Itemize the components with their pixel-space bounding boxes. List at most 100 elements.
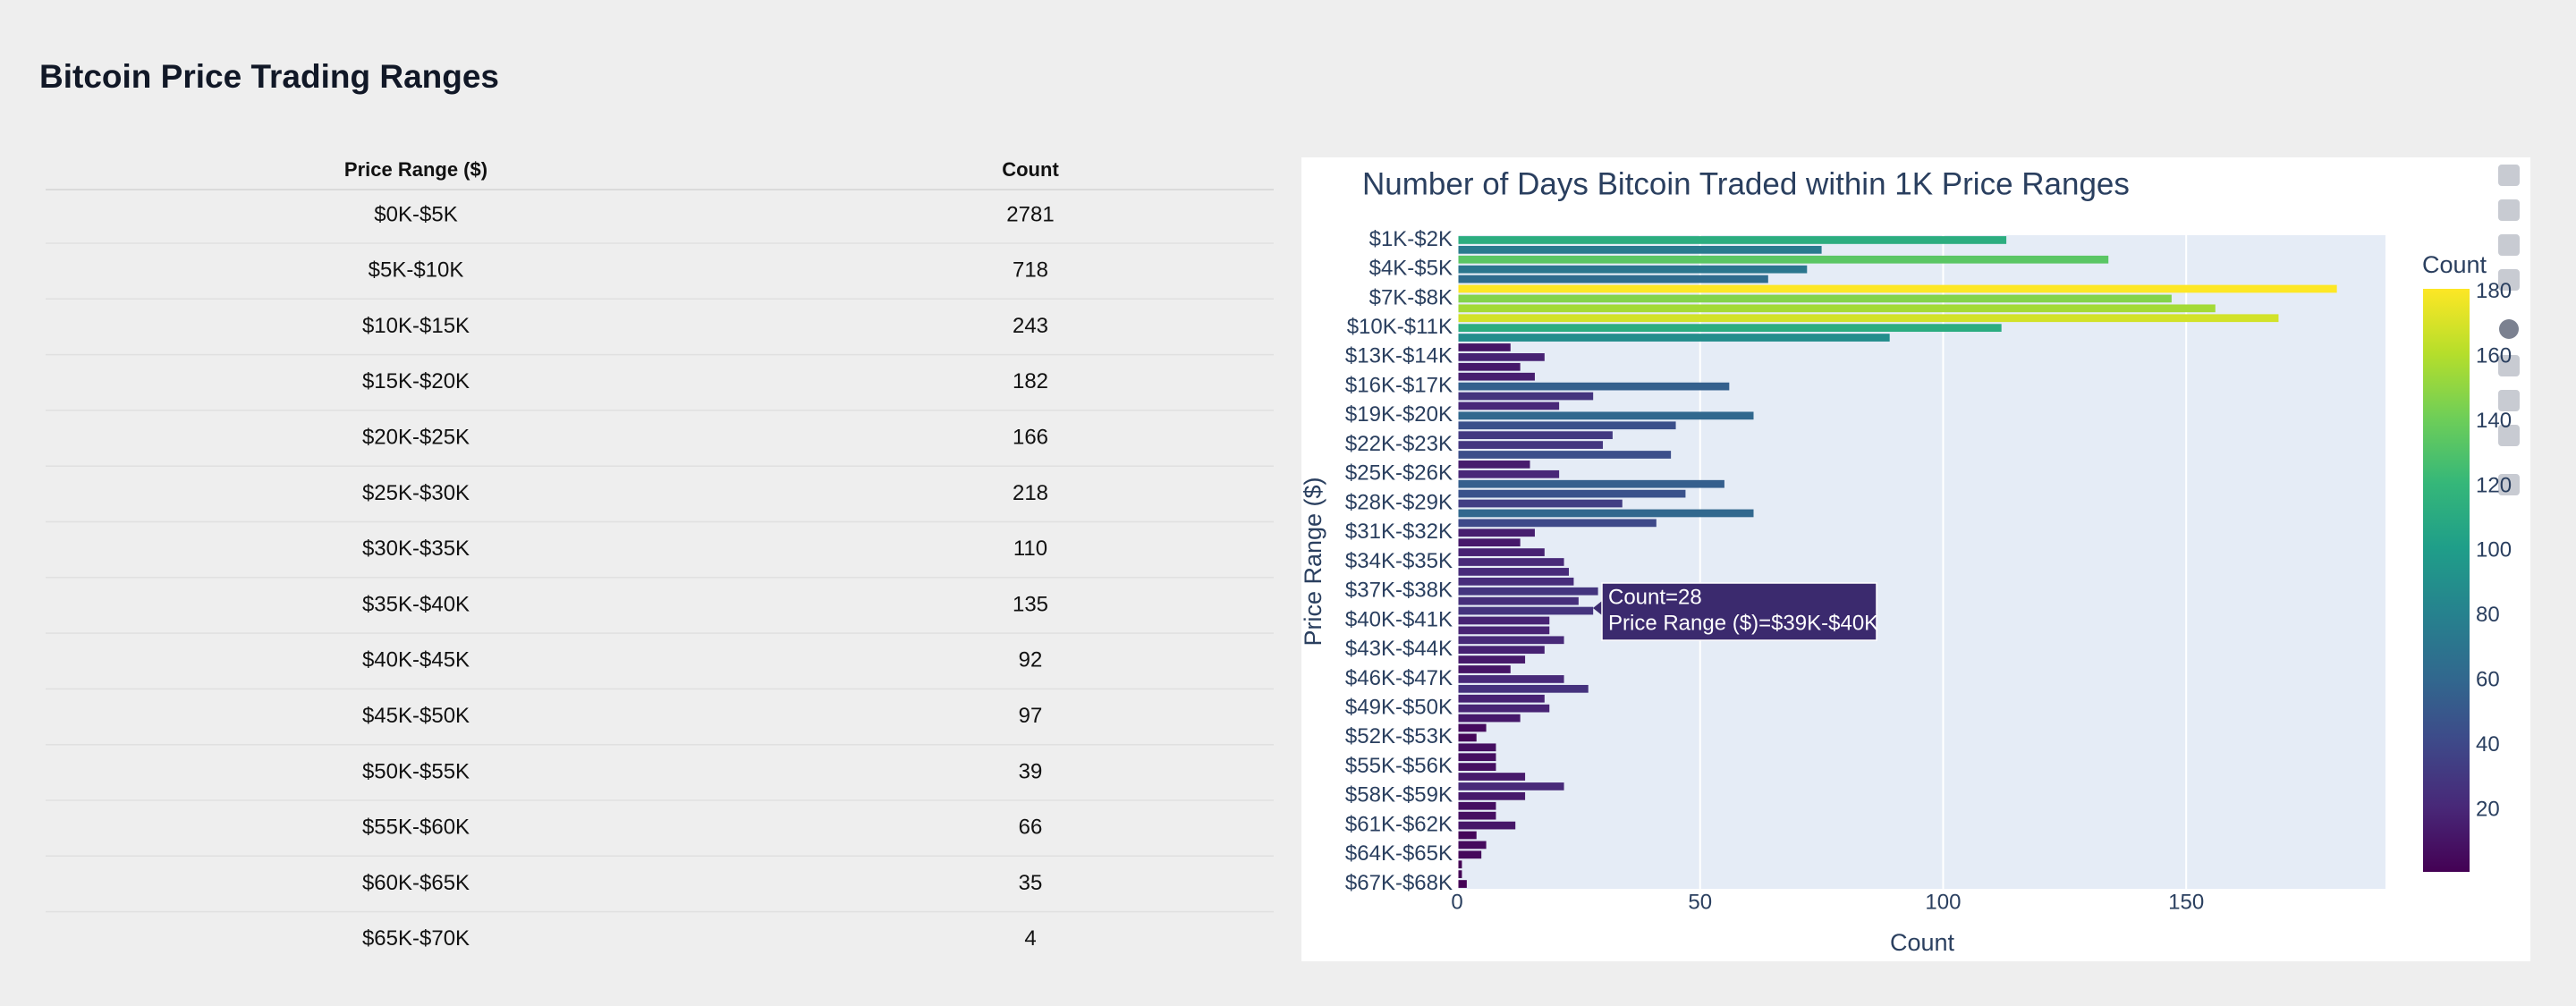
tooltip-text: Price Range ($)=$39K-$40K xyxy=(1608,611,1878,635)
y-tick-label: $10K-$11K xyxy=(1347,315,1453,339)
table-cell: $40K-$45K xyxy=(362,648,470,672)
reset[interactable] xyxy=(2498,269,2520,291)
colorbar-tick-label: 180 xyxy=(2476,279,2512,303)
bar xyxy=(1457,743,1496,752)
x-tick-label: 50 xyxy=(1688,890,1712,914)
bar xyxy=(1457,694,1545,703)
bar xyxy=(1457,382,1730,391)
zoom-in[interactable] xyxy=(2498,165,2520,186)
y-tick-label: $37K-$38K xyxy=(1345,579,1453,603)
table-cell: $50K-$55K xyxy=(362,759,470,783)
table-cell: $25K-$30K xyxy=(362,481,470,505)
bar xyxy=(1457,294,2172,303)
download[interactable] xyxy=(2498,474,2520,495)
bar xyxy=(1457,791,1526,800)
table-cell: $0K-$5K xyxy=(374,202,457,226)
y-tick-label: $58K-$59K xyxy=(1345,783,1453,807)
table-cell: 718 xyxy=(1013,258,1048,283)
lasso-select[interactable] xyxy=(2498,425,2520,446)
bar xyxy=(1457,353,1545,361)
table-cell: 135 xyxy=(1013,592,1048,616)
y-tick-label: $61K-$62K xyxy=(1345,812,1453,836)
bar xyxy=(1457,860,1462,869)
table-cell: 110 xyxy=(1013,537,1047,561)
bar xyxy=(1457,646,1545,655)
table-cell: $45K-$50K xyxy=(362,704,470,728)
y-axis-title: Price Range ($) xyxy=(1300,477,1326,646)
bar xyxy=(1457,519,1657,528)
y-tick-label: $16K-$17K xyxy=(1345,373,1453,397)
bar xyxy=(1457,753,1496,762)
bar xyxy=(1457,275,1768,283)
table-cell: 218 xyxy=(1013,481,1048,505)
table-header: Price Range ($) xyxy=(344,158,487,181)
y-tick-label: $7K-$8K xyxy=(1369,285,1453,309)
table-cell: 2781 xyxy=(1006,202,1054,226)
colorbar-tick-label: 80 xyxy=(2476,603,2500,627)
bar xyxy=(1457,577,1574,586)
bar xyxy=(1457,801,1496,810)
bar xyxy=(1457,509,1754,518)
bar xyxy=(1457,733,1477,742)
bar xyxy=(1457,246,1822,254)
bar xyxy=(1457,402,1560,410)
bar xyxy=(1457,763,1496,771)
table-cell: $30K-$35K xyxy=(362,537,470,561)
bar xyxy=(1457,431,1613,440)
zoom[interactable] xyxy=(2499,319,2519,339)
table-cell: 66 xyxy=(1019,816,1043,840)
autoscale[interactable] xyxy=(2498,234,2520,256)
tooltip-text: Count=28 xyxy=(1608,585,1702,609)
bar xyxy=(1457,684,1589,693)
table-cell: $35K-$40K xyxy=(362,592,470,616)
y-tick-label: $46K-$47K xyxy=(1345,666,1453,690)
y-tick-label: $19K-$20K xyxy=(1345,402,1453,427)
tooltip-pointer xyxy=(1593,601,1602,615)
modebar[interactable] xyxy=(2498,165,2520,495)
x-tick-label: 150 xyxy=(2168,890,2204,914)
tooltip xyxy=(1601,582,1877,641)
y-tick-label: $22K-$23K xyxy=(1345,432,1453,456)
bar xyxy=(1457,441,1604,449)
bar xyxy=(1457,880,1467,888)
bar xyxy=(1457,343,1511,351)
bar xyxy=(1457,850,1482,859)
bar xyxy=(1457,461,1530,469)
y-tick-label: $43K-$44K xyxy=(1345,637,1453,661)
bar xyxy=(1457,499,1623,508)
bar xyxy=(1457,714,1521,723)
bar xyxy=(1457,811,1496,820)
bar xyxy=(1457,655,1526,664)
bar xyxy=(1457,479,1724,488)
bar xyxy=(1457,451,1672,459)
colorbar xyxy=(2423,289,2470,872)
colorbar-tick-label: 120 xyxy=(2476,473,2512,497)
bar xyxy=(1457,704,1550,713)
table-cell: $65K-$70K xyxy=(362,926,470,951)
bar xyxy=(1457,421,1676,430)
colorbar-tick-label: 40 xyxy=(2476,732,2500,757)
table-cell: 92 xyxy=(1019,648,1043,672)
table-cell: 97 xyxy=(1019,704,1043,728)
x-axis-title: Count xyxy=(1890,929,1955,956)
table-cell: $60K-$65K xyxy=(362,871,470,895)
bar xyxy=(1457,616,1550,625)
zoom-out[interactable] xyxy=(2498,199,2520,221)
bar xyxy=(1457,489,1686,498)
y-tick-label: $49K-$50K xyxy=(1345,696,1453,720)
bar xyxy=(1457,372,1535,381)
y-tick-label: $4K-$5K xyxy=(1369,257,1453,281)
bar xyxy=(1457,870,1462,878)
chart-title: Number of Days Bitcoin Traded within 1K … xyxy=(1362,166,2130,201)
bar xyxy=(1457,558,1564,566)
table-cell: $5K-$10K xyxy=(369,258,464,283)
bar xyxy=(1457,773,1526,781)
bar xyxy=(1457,304,2216,313)
x-tick-label: 100 xyxy=(1925,890,1961,914)
pan[interactable] xyxy=(2498,355,2520,376)
table-header: Count xyxy=(1002,158,1059,181)
box-select[interactable] xyxy=(2498,390,2520,411)
table-cell: 182 xyxy=(1013,369,1048,393)
bar xyxy=(1457,411,1754,420)
